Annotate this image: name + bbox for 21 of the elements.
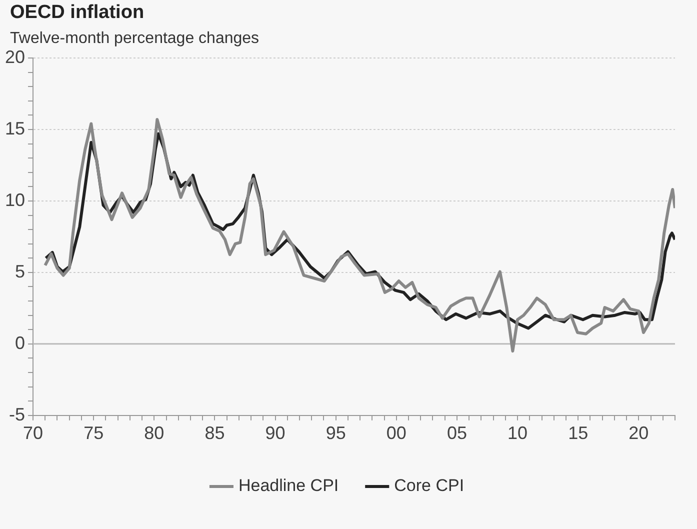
x-tick-label: 70 (23, 423, 44, 444)
y-tick-label: 0 (15, 332, 26, 353)
legend-label: Headline CPI (238, 476, 339, 496)
x-tick-label: 85 (204, 423, 225, 444)
x-tick-label: 80 (144, 423, 164, 444)
y-tick-label: 20 (4, 46, 26, 67)
x-tick-label: 75 (84, 423, 104, 444)
y-tick-label: 10 (4, 190, 26, 210)
chart-subtitle: Twelve-month percentage changes (10, 30, 260, 48)
x-tick-label: 90 (265, 423, 286, 444)
x-tick-label: 20 (628, 423, 649, 444)
y-tick-label: 5 (15, 261, 26, 282)
x-tick-label: 95 (326, 423, 346, 444)
x-tick-label: 00 (386, 423, 406, 444)
y-tick-label: 15 (4, 118, 26, 138)
x-tick-label: 15 (568, 423, 588, 444)
x-tick-label: 10 (508, 423, 528, 444)
y-tick-label: -5 (9, 404, 26, 424)
legend-label: Core CPI (394, 476, 464, 496)
x-tick-label: 05 (446, 423, 467, 444)
chart-title: OECD inflation (10, 2, 144, 24)
